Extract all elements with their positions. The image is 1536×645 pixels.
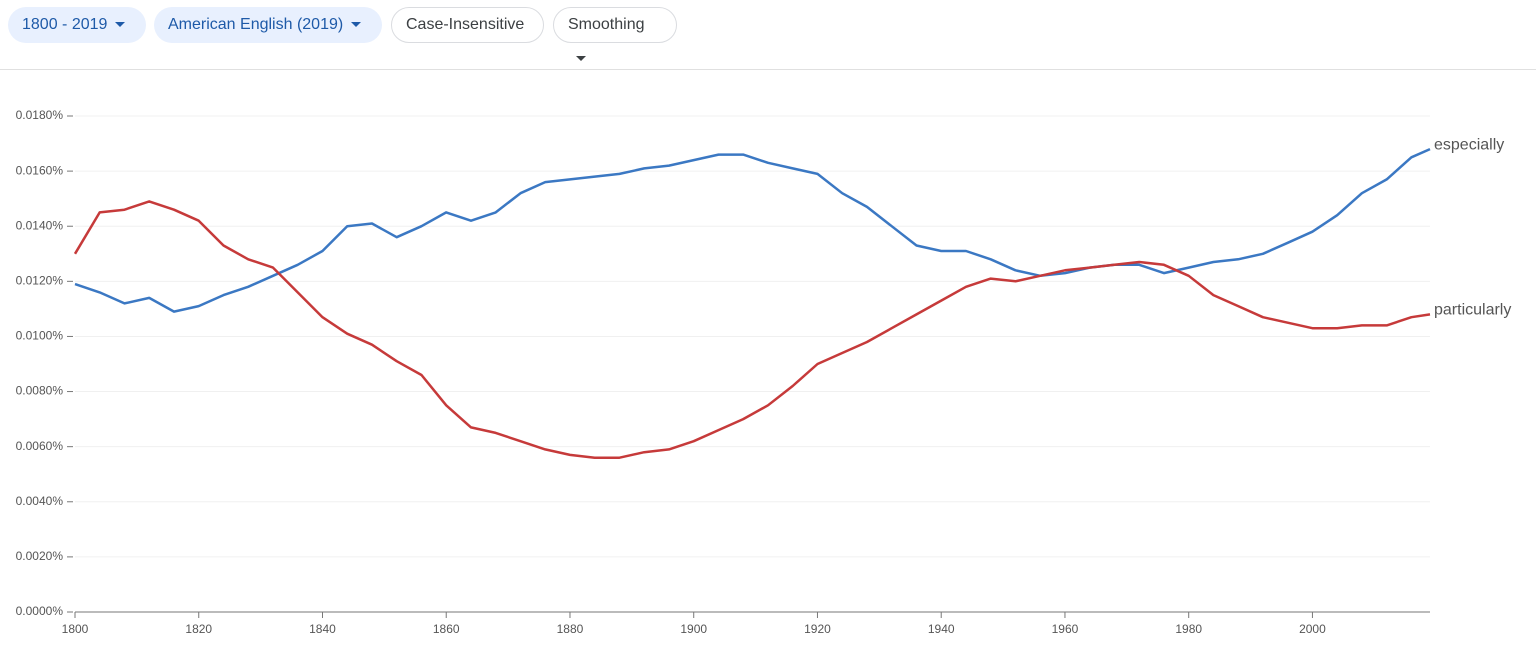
dropdown-arrow: [351, 22, 362, 28]
x-tick-label: 2000: [1299, 622, 1326, 636]
corpus-chip[interactable]: American English (2019): [154, 7, 382, 43]
chip-label: Case-Insensitive: [406, 16, 525, 33]
series-label: especially: [1434, 136, 1504, 153]
series-line: [74, 147, 1431, 313]
year-range-chip[interactable]: 1800 - 2019: [8, 7, 146, 43]
dropdown-arrow: [576, 56, 586, 62]
x-tick-label: 1840: [309, 622, 336, 636]
x-tick-label: 1820: [185, 622, 212, 636]
x-tick-label: 1800: [62, 622, 89, 636]
series-line: [73, 200, 1431, 459]
y-tick-label: 0.0160%: [16, 163, 64, 177]
y-tick-label: 0.0140%: [16, 218, 64, 232]
y-tick-label: 0.0000%: [16, 604, 64, 618]
y-tick-label: 0.0040%: [16, 494, 64, 508]
dropdown-arrow: [115, 22, 126, 28]
x-tick-label: 1980: [1175, 622, 1202, 636]
x-tick-label: 1880: [557, 622, 584, 636]
y-tick-label: 0.0180%: [16, 108, 64, 122]
y-tick-label: 0.0060%: [16, 439, 64, 453]
smoothing-chip[interactable]: Smoothing: [553, 7, 677, 62]
x-tick-label: 1940: [928, 622, 955, 636]
toolbar: 1800 - 2019 American English (2019) Case…: [0, 0, 1536, 70]
chip-label: Smoothing: [568, 16, 645, 33]
x-tick-label: 1860: [433, 622, 460, 636]
y-tick-label: 0.0020%: [16, 549, 64, 563]
y-tick-label: 0.0120%: [16, 274, 64, 288]
x-tick-label: 1900: [680, 622, 707, 636]
case-chip[interactable]: Case-Insensitive: [391, 7, 544, 43]
chip-label: American English (2019): [168, 16, 344, 33]
x-tick-label: 1920: [804, 622, 831, 636]
y-tick-label: 0.0080%: [16, 384, 64, 398]
chip-label: 1800 - 2019: [22, 16, 108, 33]
x-tick-label: 1960: [1052, 622, 1079, 636]
series-label: particularly: [1434, 302, 1511, 319]
y-tick-label: 0.0100%: [16, 329, 64, 343]
